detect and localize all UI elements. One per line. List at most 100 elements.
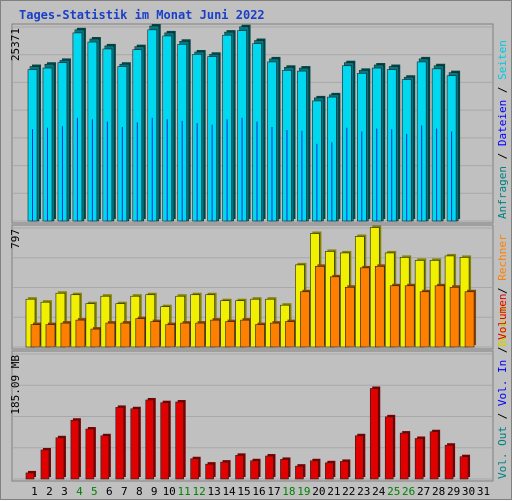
bar-seiten-2 <box>46 127 48 221</box>
bar-rechner-6 <box>105 322 116 348</box>
bar-volumen-3 <box>55 437 65 480</box>
day-label-15: 15 <box>237 485 250 498</box>
bar-rechner-10 <box>165 324 176 348</box>
bar-seiten-11 <box>181 120 183 221</box>
bar-volumen-11 <box>175 401 184 480</box>
bar-rechner-19 <box>300 291 310 348</box>
legend-item-dateien: Dateien <box>496 100 509 146</box>
bar-seiten-22 <box>346 127 348 221</box>
bar-seiten-1 <box>32 129 33 221</box>
bar-volumen-26 <box>399 432 409 480</box>
bar-rechner-30 <box>464 291 475 348</box>
bar-seiten-17 <box>271 126 273 221</box>
day-label-17: 17 <box>267 485 280 498</box>
bar-besuche-12 <box>190 294 200 348</box>
bar-seiten-24 <box>376 128 378 221</box>
day-label-6: 6 <box>106 485 113 498</box>
bar-seiten-13 <box>211 124 213 221</box>
day-label-31: 31 <box>477 485 490 498</box>
bar-rechner-8 <box>135 318 146 348</box>
bar-volumen-10 <box>160 402 170 480</box>
bar-volumen-12 <box>190 458 199 480</box>
bar-rechner-26 <box>404 285 415 348</box>
bar-volumen-2 <box>40 449 50 480</box>
bar-rechner-29 <box>449 286 460 348</box>
day-label-21: 21 <box>327 485 340 498</box>
day-label-18: 18 <box>282 485 295 498</box>
bar-seiten-12 <box>196 123 198 221</box>
legend-bottom: Vol. Out / Vol. In / Volumen <box>496 294 509 479</box>
legend-item-vol-out: Vol. Out <box>496 426 509 479</box>
bar-seiten-5 <box>91 119 93 221</box>
bar-rechner-22 <box>345 286 355 348</box>
legend-item-anfragen: Anfragen <box>496 166 509 219</box>
bar-seiten-14 <box>226 119 228 221</box>
bar-rechner-23 <box>359 267 370 348</box>
bar-seiten-6 <box>106 121 108 221</box>
bar-rechner-18 <box>285 321 295 348</box>
bar-seiten-27 <box>421 125 423 221</box>
bar-seiten-8 <box>136 122 138 221</box>
bar-seiten-16 <box>256 121 258 221</box>
bar-volumen-7 <box>115 407 125 480</box>
day-label-10: 10 <box>163 485 176 498</box>
day-label-7: 7 <box>121 485 128 498</box>
bar-volumen-16 <box>250 460 259 480</box>
day-label-11: 11 <box>178 485 191 498</box>
bar-rechner-9 <box>150 321 161 348</box>
bar-volumen-15 <box>235 455 244 480</box>
day-label-5: 5 <box>91 485 98 498</box>
max-value-label-middle: 797 <box>9 229 22 249</box>
bar-seiten-15 <box>241 117 243 221</box>
bar-seiten-20 <box>316 143 318 221</box>
day-label-29: 29 <box>447 485 460 498</box>
day-label-27: 27 <box>417 485 430 498</box>
bar-volumen-19 <box>295 465 304 480</box>
legend-separator: / <box>496 340 509 360</box>
day-label-30: 30 <box>462 485 475 498</box>
legend-item-rechner: Rechner <box>496 234 509 281</box>
bar-seiten-3 <box>61 126 63 221</box>
bar-rechner-15 <box>240 319 250 348</box>
bar-seiten-18 <box>286 130 288 221</box>
bar-besuche-3 <box>55 292 66 348</box>
bar-volumen-14 <box>220 461 229 480</box>
bar-seiten-21 <box>331 142 333 221</box>
bar-seiten-9 <box>151 117 153 221</box>
bar-volumen-8 <box>130 408 140 480</box>
day-label-23: 23 <box>357 485 370 498</box>
legend-separator: / <box>496 281 509 301</box>
legend-item-vol-in: Vol. In <box>496 360 509 406</box>
day-label-25: 25 <box>387 485 400 498</box>
panel-bottom-border <box>11 350 494 482</box>
bar-rechner-24 <box>374 266 385 348</box>
bar-seiten-25 <box>391 129 393 221</box>
day-label-24: 24 <box>372 485 386 498</box>
bar-besuche-5 <box>85 303 96 348</box>
day-label-8: 8 <box>136 485 143 498</box>
bar-volumen-28 <box>429 431 439 480</box>
bar-rechner-4 <box>75 319 86 348</box>
bar-volumen-1 <box>25 472 35 480</box>
bar-volumen-21 <box>325 462 334 480</box>
day-label-13: 13 <box>207 485 220 498</box>
bar-rechner-1 <box>30 324 41 348</box>
day-label-14: 14 <box>222 485 236 498</box>
day-label-26: 26 <box>402 485 415 498</box>
bar-rechner-17 <box>270 322 280 348</box>
chart-title: Tages-Statistik im Monat Juni 2022 <box>19 8 265 22</box>
day-label-19: 19 <box>297 485 310 498</box>
legend-separator: / <box>496 146 509 166</box>
bar-rechner-5 <box>90 328 101 348</box>
bar-volumen-30 <box>459 456 469 480</box>
bar-volumen-6 <box>100 435 110 480</box>
bar-volumen-23 <box>354 435 364 480</box>
day-label-9: 9 <box>151 485 158 498</box>
bar-rechner-28 <box>434 285 445 348</box>
bar-volumen-13 <box>205 463 214 480</box>
bar-rechner-13 <box>210 319 220 348</box>
bar-seiten-4 <box>76 117 78 221</box>
bar-volumen-20 <box>310 460 319 480</box>
